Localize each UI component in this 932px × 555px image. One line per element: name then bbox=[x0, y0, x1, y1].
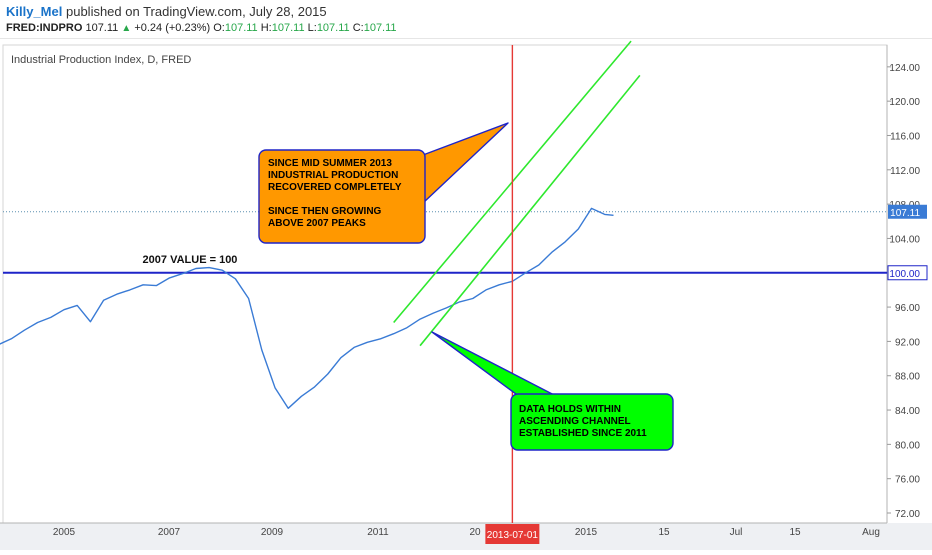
last-price: 107.11 bbox=[85, 22, 119, 34]
close-label: C: bbox=[352, 22, 364, 34]
chart-title: Industrial Production Index, D, FRED bbox=[11, 54, 191, 66]
y-tick-label: 124.00 bbox=[889, 63, 920, 74]
annotation-line: DATA HOLDS WITHIN bbox=[519, 404, 621, 415]
y-tick-label: 120.00 bbox=[889, 97, 920, 108]
last-value-label: 107.11 bbox=[890, 208, 920, 219]
publish-line: Killy_Mel published on TradingView.com, … bbox=[6, 4, 327, 19]
y-tick-label: 80.00 bbox=[895, 440, 920, 451]
hline-price-label: 100.00 bbox=[889, 269, 920, 280]
x-tick-label: 2011 bbox=[367, 527, 389, 538]
x-tick-label: 2009 bbox=[261, 527, 284, 538]
x-tick-label: Aug bbox=[862, 527, 880, 538]
date-vline-box bbox=[485, 524, 540, 544]
price-axis bbox=[887, 45, 932, 523]
annotation-line: SINCE THEN GROWING bbox=[268, 206, 382, 217]
time-axis bbox=[0, 523, 932, 550]
symbol-label[interactable]: FRED:INDPRO bbox=[6, 22, 83, 34]
y-tick-label: 84.00 bbox=[895, 406, 920, 417]
price-chart[interactable]: Industrial Production Index, D, FRED 124.… bbox=[0, 38, 932, 550]
x-tick-label: 20 bbox=[469, 527, 481, 538]
low-value: 107.11 bbox=[316, 22, 350, 34]
annotation-line: ASCENDING CHANNEL bbox=[519, 416, 631, 427]
x-tick-label: Jul bbox=[730, 527, 743, 538]
y-tick-label: 116.00 bbox=[890, 131, 920, 142]
close-value: 107.11 bbox=[363, 22, 397, 34]
x-tick-label: 15 bbox=[658, 527, 670, 538]
author-link[interactable]: Killy_Mel bbox=[6, 4, 63, 19]
chart-header: Killy_Mel published on TradingView.com, … bbox=[0, 0, 932, 39]
last-value-box bbox=[888, 204, 927, 219]
hline-price-box bbox=[887, 265, 928, 281]
y-tick-label: 112.00 bbox=[890, 166, 920, 177]
y-tick-label: 104.00 bbox=[889, 234, 920, 245]
annotation-line: RECOVERED COMPLETELY bbox=[268, 182, 402, 193]
high-label: H: bbox=[260, 22, 272, 34]
annotation-line: ESTABLISHED SINCE 2011 bbox=[519, 428, 647, 439]
annotation-line: INDUSTRIAL PRODUCTION bbox=[268, 170, 398, 181]
x-tick-label: 15 bbox=[789, 527, 801, 538]
x-tick-label: 2007 bbox=[158, 527, 181, 538]
hline-annotation: 2007 VALUE = 100 bbox=[143, 254, 238, 266]
channel-line bbox=[419, 74, 641, 347]
y-tick-label: 92.00 bbox=[895, 337, 920, 348]
y-tick-label: 76.00 bbox=[895, 475, 920, 486]
high-value: 107.11 bbox=[271, 22, 305, 34]
annotation-box bbox=[258, 149, 426, 244]
low-label: L: bbox=[307, 22, 317, 34]
y-tick-label: 72.00 bbox=[895, 509, 920, 520]
annotation-box bbox=[510, 393, 674, 451]
published-text: published on TradingView.com, July 28, 2… bbox=[65, 4, 327, 19]
plot-frame bbox=[2, 44, 888, 524]
x-tick-label: 2015 bbox=[575, 527, 598, 538]
y-tick-label: 96.00 bbox=[895, 303, 920, 314]
quote-line: FRED:INDPRO 107.11 ▲ +0.24 (+0.23%) O:10… bbox=[6, 22, 397, 34]
up-arrow-icon: ▲ bbox=[121, 23, 132, 34]
date-vline-label: 2013-07-01 bbox=[487, 530, 539, 541]
annotation-line: ABOVE 2007 PEAKS bbox=[268, 218, 366, 229]
open-value: 107.11 bbox=[224, 22, 258, 34]
chart-area[interactable]: Industrial Production Index, D, FRED 124.… bbox=[0, 38, 932, 550]
open-label: O: bbox=[213, 22, 225, 34]
annotation-line: SINCE MID SUMMER 2013 bbox=[268, 158, 392, 169]
price-change: +0.24 (+0.23%) bbox=[134, 22, 211, 34]
y-tick-label: 88.00 bbox=[895, 372, 920, 383]
x-tick-label: 2005 bbox=[53, 527, 76, 538]
